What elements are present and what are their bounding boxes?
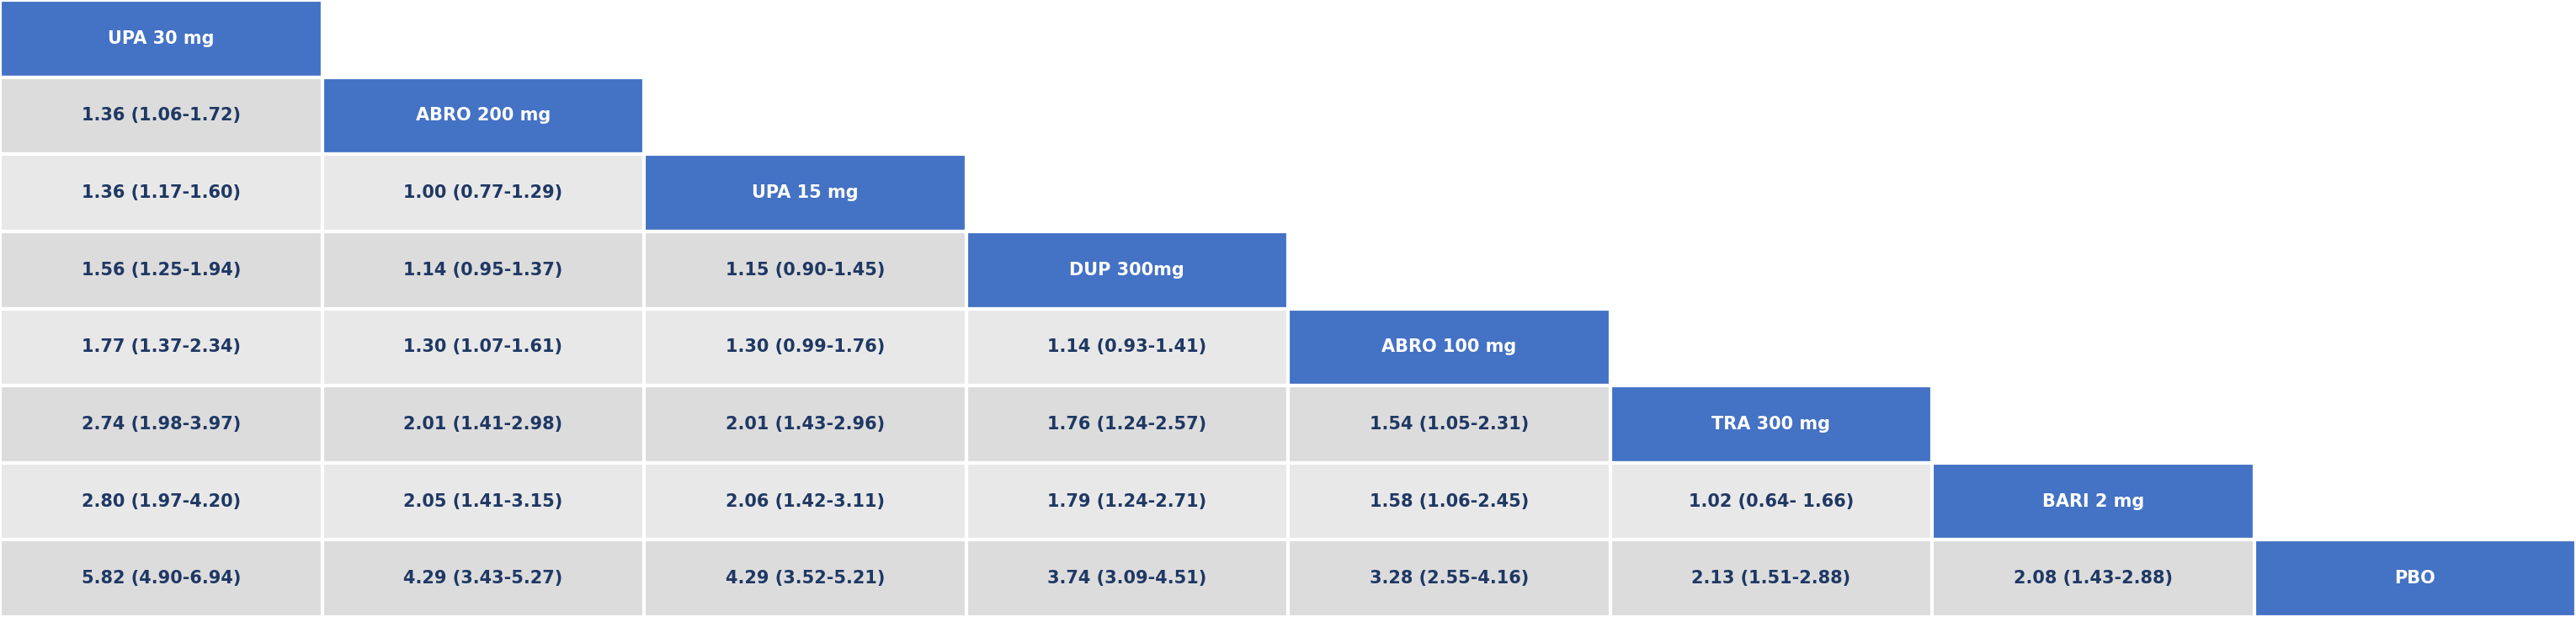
Text: 2.80 (1.97-4.20): 2.80 (1.97-4.20) <box>82 493 240 510</box>
Text: DUP 300mg: DUP 300mg <box>1069 262 1185 278</box>
Text: 1.15 (0.90-1.45): 1.15 (0.90-1.45) <box>726 262 884 278</box>
Bar <box>1932 463 2254 540</box>
Text: 2.01 (1.43-2.96): 2.01 (1.43-2.96) <box>726 416 884 433</box>
Text: 2.01 (1.41-2.98): 2.01 (1.41-2.98) <box>404 416 562 433</box>
Text: 1.00 (0.77-1.29): 1.00 (0.77-1.29) <box>404 184 562 201</box>
Bar <box>0 154 322 231</box>
Bar <box>966 386 1288 463</box>
Bar <box>644 540 966 617</box>
Bar <box>0 540 322 617</box>
Text: 1.14 (0.95-1.37): 1.14 (0.95-1.37) <box>404 262 562 278</box>
Text: 2.13 (1.51-2.88): 2.13 (1.51-2.88) <box>1692 570 1850 587</box>
Bar <box>0 77 322 154</box>
Text: 1.14 (0.93-1.41): 1.14 (0.93-1.41) <box>1048 339 1206 355</box>
Bar <box>0 231 322 308</box>
Bar <box>322 154 644 231</box>
Text: PBO: PBO <box>2396 570 2434 587</box>
Bar <box>1288 308 1610 386</box>
Bar <box>322 77 644 154</box>
Text: 1.58 (1.06-2.45): 1.58 (1.06-2.45) <box>1370 493 1528 510</box>
Text: 5.82 (4.90-6.94): 5.82 (4.90-6.94) <box>82 570 240 587</box>
Bar <box>322 231 644 308</box>
Bar <box>966 540 1288 617</box>
Text: 1.02 (0.64- 1.66): 1.02 (0.64- 1.66) <box>1687 493 1855 510</box>
Text: UPA 15 mg: UPA 15 mg <box>752 184 858 201</box>
Text: 1.77 (1.37-2.34): 1.77 (1.37-2.34) <box>82 339 240 355</box>
Bar <box>644 308 966 386</box>
Text: 2.74 (1.98-3.97): 2.74 (1.98-3.97) <box>82 416 240 433</box>
Bar <box>644 154 966 231</box>
Bar <box>644 463 966 540</box>
Bar <box>1610 463 1932 540</box>
Bar <box>1288 540 1610 617</box>
Bar <box>644 231 966 308</box>
Bar <box>0 0 322 77</box>
Bar <box>644 386 966 463</box>
Text: 3.28 (2.55-4.16): 3.28 (2.55-4.16) <box>1370 570 1528 587</box>
Bar <box>1288 386 1610 463</box>
Text: 1.79 (1.24-2.71): 1.79 (1.24-2.71) <box>1048 493 1206 510</box>
Text: BARI 2 mg: BARI 2 mg <box>2043 493 2143 510</box>
Text: TRA 300 mg: TRA 300 mg <box>1710 416 1832 433</box>
Bar <box>322 386 644 463</box>
Bar <box>0 308 322 386</box>
Text: 1.56 (1.25-1.94): 1.56 (1.25-1.94) <box>82 262 240 278</box>
Bar <box>0 386 322 463</box>
Text: ABRO 200 mg: ABRO 200 mg <box>415 107 551 124</box>
Bar <box>1610 386 1932 463</box>
Text: 1.30 (1.07-1.61): 1.30 (1.07-1.61) <box>404 339 562 355</box>
Bar <box>1288 463 1610 540</box>
Text: 4.29 (3.52-5.21): 4.29 (3.52-5.21) <box>726 570 884 587</box>
Text: 2.06 (1.42-3.11): 2.06 (1.42-3.11) <box>726 493 884 510</box>
Bar <box>322 540 644 617</box>
Text: 4.29 (3.43-5.27): 4.29 (3.43-5.27) <box>404 570 562 587</box>
Bar <box>322 463 644 540</box>
Bar <box>1932 540 2254 617</box>
Text: 1.30 (0.99-1.76): 1.30 (0.99-1.76) <box>726 339 884 355</box>
Bar <box>966 308 1288 386</box>
Text: ABRO 100 mg: ABRO 100 mg <box>1381 339 1517 355</box>
Text: 1.36 (1.06-1.72): 1.36 (1.06-1.72) <box>82 107 240 124</box>
Text: 1.54 (1.05-2.31): 1.54 (1.05-2.31) <box>1370 416 1528 433</box>
Text: 2.05 (1.41-3.15): 2.05 (1.41-3.15) <box>404 493 562 510</box>
Bar <box>322 308 644 386</box>
Text: 1.36 (1.17-1.60): 1.36 (1.17-1.60) <box>82 184 240 201</box>
Text: UPA 30 mg: UPA 30 mg <box>108 30 214 47</box>
Text: 1.76 (1.24-2.57): 1.76 (1.24-2.57) <box>1048 416 1206 433</box>
Bar <box>966 463 1288 540</box>
Text: 3.74 (3.09-4.51): 3.74 (3.09-4.51) <box>1048 570 1206 587</box>
Text: 2.08 (1.43-2.88): 2.08 (1.43-2.88) <box>2014 570 2172 587</box>
Bar <box>2254 540 2576 617</box>
Bar <box>0 463 322 540</box>
Bar <box>966 231 1288 308</box>
Bar <box>1610 540 1932 617</box>
